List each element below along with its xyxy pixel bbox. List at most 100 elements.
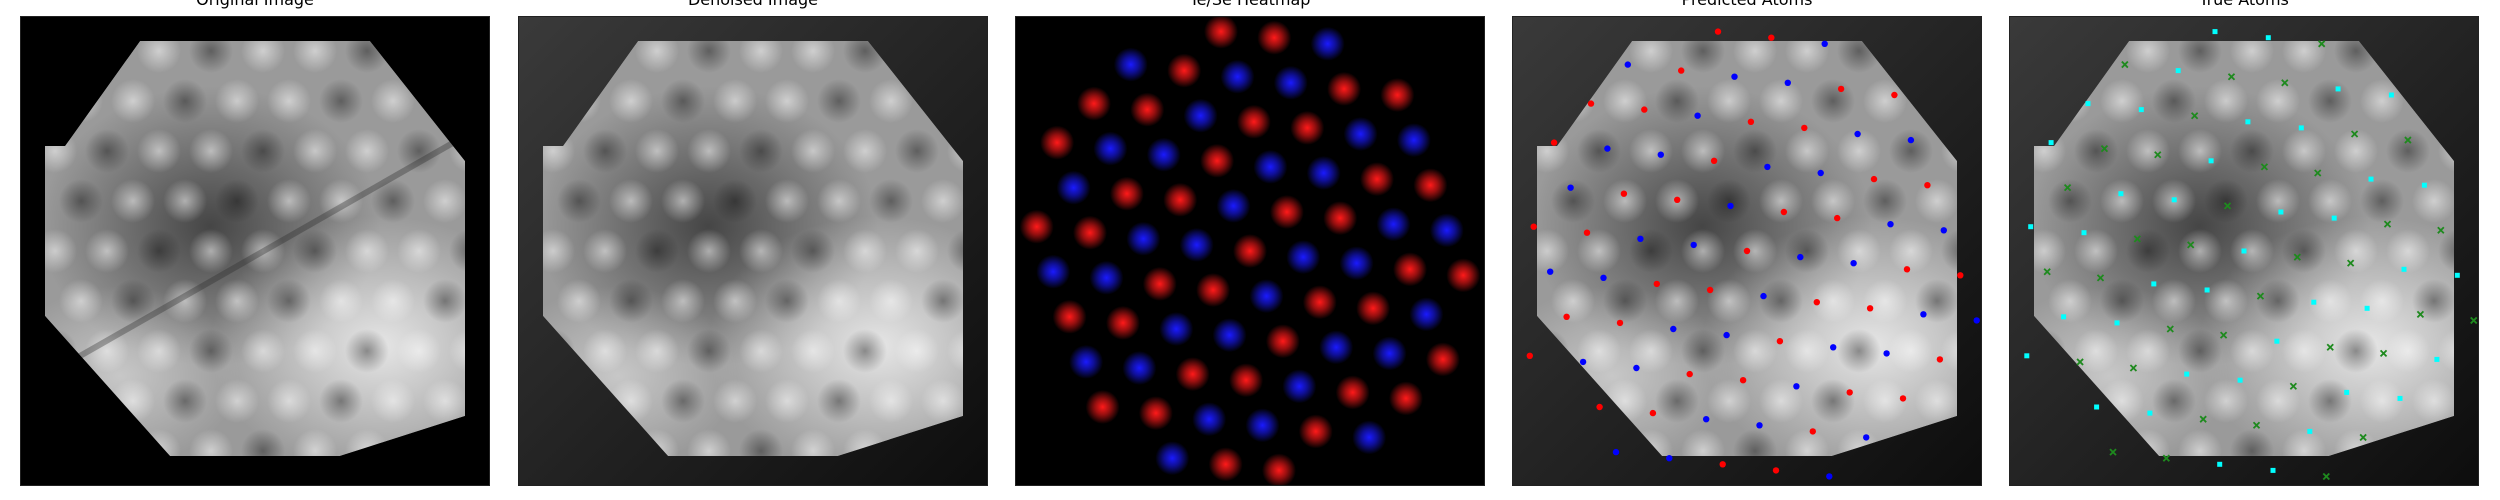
lattice-blob — [1603, 79, 1647, 123]
true-atom-cross — [2314, 169, 2322, 177]
lattice-blob — [1655, 379, 1699, 423]
lattice-blob — [687, 229, 731, 273]
lattice-blob — [1889, 129, 1933, 173]
panel-denoised-image — [518, 16, 988, 486]
true-atom-cross — [2043, 268, 2051, 276]
se-spot — [1409, 297, 1444, 332]
predicted-te-atom — [1801, 124, 1808, 132]
lattice-blob — [2256, 379, 2300, 423]
panel-title-original: Original Image — [20, 0, 490, 14]
se-spot — [1352, 420, 1387, 455]
true-atom-cross — [2162, 454, 2170, 462]
lattice-blob — [345, 129, 389, 173]
true-atom-cross — [2187, 241, 2195, 249]
lattice-blob — [557, 179, 601, 223]
te-spot — [1208, 447, 1243, 482]
predicted-se-atom — [1784, 79, 1791, 86]
lattice-blob — [241, 429, 285, 456]
lattice-blob — [2282, 429, 2326, 456]
true-atom-cross — [2281, 79, 2289, 87]
se-spot — [1282, 369, 1317, 404]
lattice-blob — [85, 329, 129, 373]
lattice-blob — [2308, 79, 2352, 123]
lattice-blob — [267, 279, 311, 323]
predicted-se-atom — [1830, 344, 1837, 351]
predicted-te-atom — [1809, 428, 1816, 435]
lattice-blob — [1707, 279, 1751, 323]
se-spot — [1089, 260, 1124, 295]
lattice-blob — [1759, 279, 1803, 323]
lattice-blob — [1655, 79, 1699, 123]
lattice-blob — [869, 279, 913, 323]
lattice-blob — [2178, 41, 2222, 73]
predicted-te-atom — [1641, 106, 1648, 113]
lattice-blob — [163, 279, 207, 323]
predicted-se-atom — [1624, 61, 1631, 68]
predicted-se-atom — [1727, 202, 1734, 210]
se-spot — [1069, 344, 1104, 379]
lattice-blob — [1681, 429, 1725, 456]
lattice-blob — [2074, 229, 2118, 273]
lattice-blob — [583, 329, 627, 373]
predicted-te-atom — [1924, 182, 1931, 189]
lattice-blob — [1863, 379, 1907, 423]
predicted-te-atom — [1866, 305, 1874, 312]
lattice-blob — [111, 179, 155, 223]
true-atom-cross — [2470, 316, 2478, 325]
lattice-blob — [739, 429, 783, 456]
lattice-blob — [2152, 279, 2196, 323]
true-atom-cross — [2404, 136, 2412, 144]
predicted-te-atom — [1870, 175, 1878, 183]
true-atom-square — [2208, 158, 2214, 164]
true-atom-square — [2397, 395, 2403, 401]
te-spot — [1327, 71, 1362, 106]
true-atom-square — [2331, 215, 2337, 221]
predicted-se-atom — [1703, 416, 1710, 423]
lattice-blob — [1811, 379, 1855, 423]
true-atom-cross — [2383, 220, 2392, 228]
lattice-blob — [215, 179, 259, 223]
predicted-te-atom — [1649, 409, 1657, 417]
true-atom-cross — [2293, 253, 2301, 261]
predicted-te-atom — [1563, 313, 1570, 320]
predicted-te-atom — [1772, 467, 1780, 474]
te-spot — [1163, 182, 1198, 217]
lattice-blob — [1707, 379, 1751, 423]
se-spot — [1146, 137, 1181, 172]
lattice-blob — [2386, 329, 2430, 373]
lattice-blob — [1733, 129, 1777, 173]
lattice-blob — [2230, 129, 2274, 173]
lattice-blob — [687, 41, 731, 73]
true-atom-cross — [2219, 331, 2228, 339]
lattice-blob — [1759, 179, 1803, 223]
predicted-te-atom — [1674, 196, 1681, 203]
true-atom-cross — [2129, 364, 2138, 372]
lattice-blob — [1629, 41, 1673, 73]
lattice-blob — [1655, 279, 1699, 323]
te-spot — [1175, 357, 1210, 392]
te-spot — [1360, 162, 1394, 197]
te-spot — [1425, 342, 1460, 377]
se-spot — [1429, 213, 1464, 248]
true-atom-cross — [2223, 202, 2232, 210]
predicted-te-atom — [1780, 208, 1788, 216]
lattice-blob — [2334, 229, 2378, 273]
lattice-blob — [843, 129, 887, 173]
true-atom-square — [2175, 68, 2181, 74]
lattice-blob — [583, 129, 627, 173]
se-spot — [1273, 65, 1308, 100]
true-atom-cross — [2350, 130, 2359, 138]
lattice-blob — [661, 379, 705, 423]
lattice-blob — [319, 279, 363, 323]
lattice-blob — [293, 329, 337, 373]
te-spot — [1109, 176, 1144, 211]
predicted-te-atom — [1526, 352, 1533, 359]
predicted-te-atom — [1813, 299, 1820, 306]
lattice-blob — [713, 179, 757, 223]
predicted-te-atom — [1957, 272, 1964, 279]
true-atom-square — [2184, 371, 2190, 377]
lattice-blob — [2048, 279, 2092, 323]
se-spot — [1179, 227, 1214, 262]
lattice-blob — [2412, 179, 2454, 223]
true-atom-square — [2270, 467, 2276, 473]
